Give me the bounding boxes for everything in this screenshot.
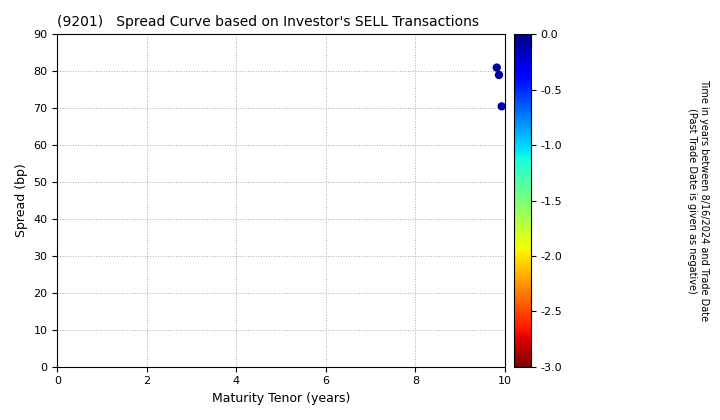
X-axis label: Maturity Tenor (years): Maturity Tenor (years) [212,392,351,405]
Text: (9201)   Spread Curve based on Investor's SELL Transactions: (9201) Spread Curve based on Investor's … [58,15,480,29]
Point [491,64,503,71]
Point [493,71,505,78]
Y-axis label: Time in years between 8/16/2024 and Trade Date
(Past Trade Date is given as nega: Time in years between 8/16/2024 and Trad… [688,79,709,322]
Y-axis label: Spread (bp): Spread (bp) [15,164,28,237]
Point [496,103,508,110]
